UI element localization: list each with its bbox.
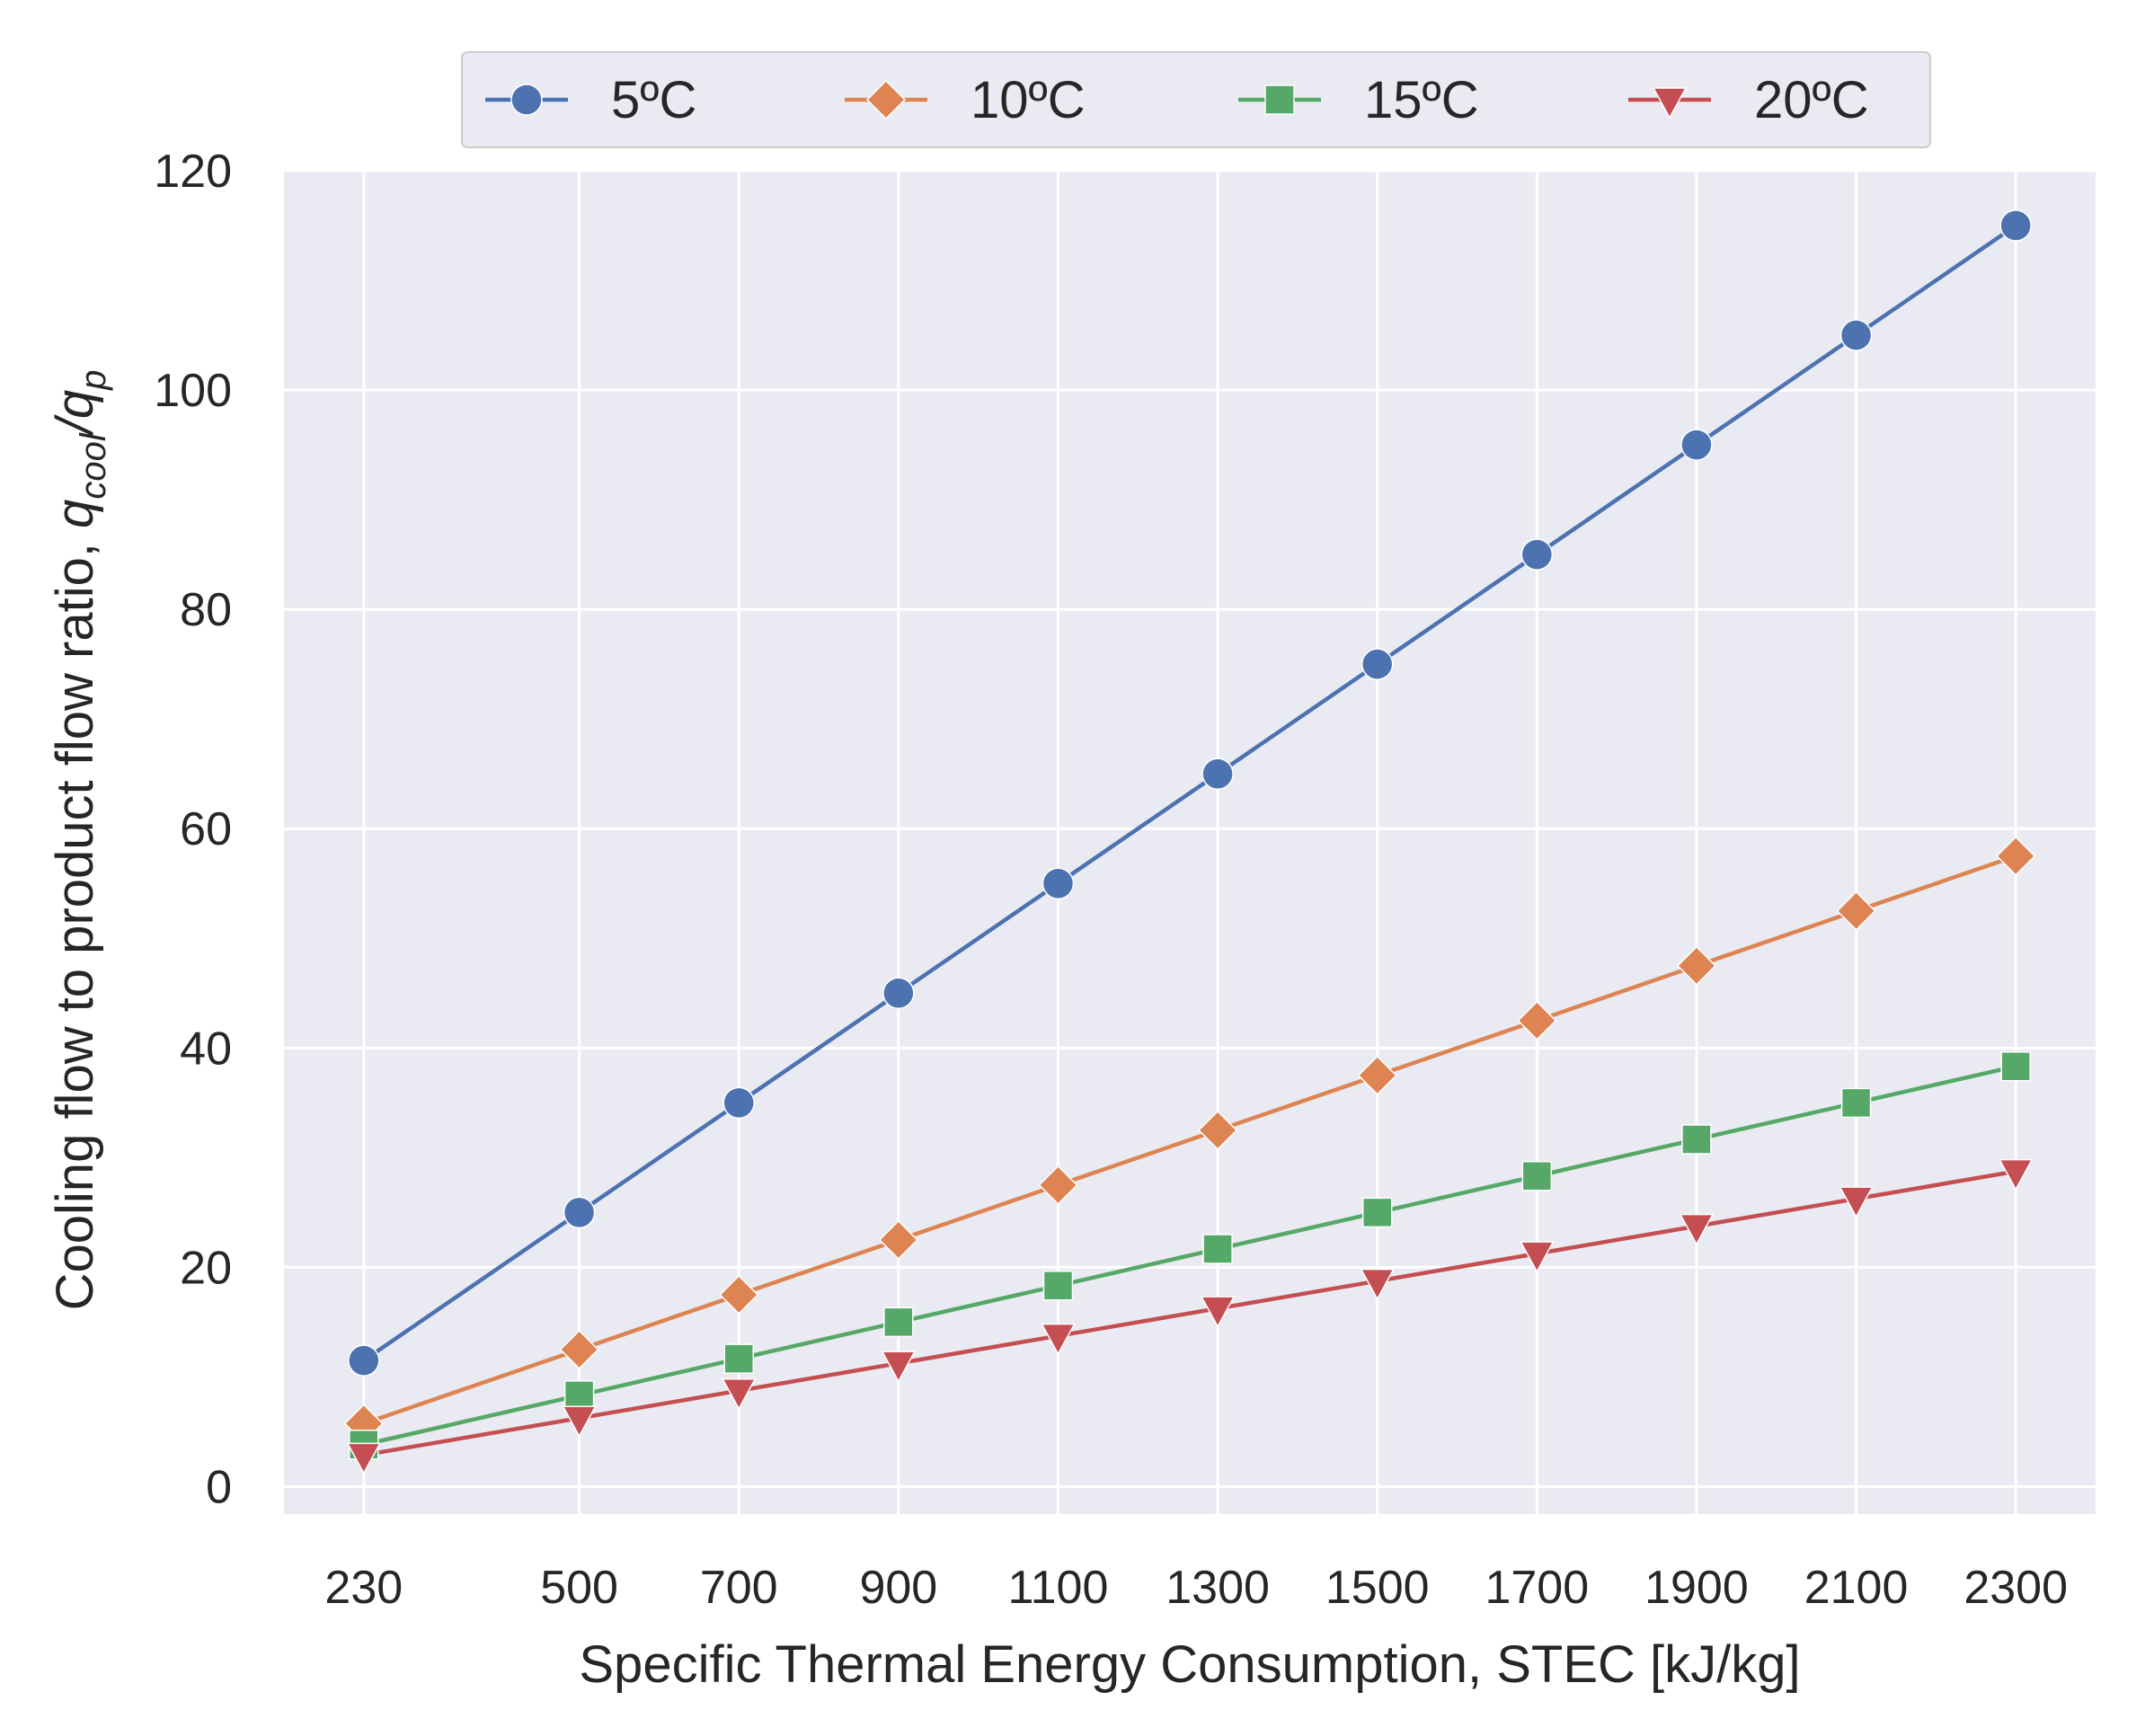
data-point-10c [1517,1000,1557,1041]
y-axis-label: Cooling flow to product flow ratio, qcoo… [46,370,113,1311]
data-point-10c [878,1219,918,1260]
data-point-10c [719,1274,759,1315]
data-point-15c [1361,1197,1393,1228]
legend-marker-20c [1652,87,1688,120]
x-tick-label: 230 [324,1562,403,1614]
data-point-5c [1999,209,2032,242]
y-tick-label: 40 [180,1023,232,1075]
data-point-20c [1679,1213,1715,1246]
x-tick-label: 1100 [1008,1562,1109,1614]
data-point-5c [1041,867,1075,900]
y-axis-label-sub-p: p [74,370,113,391]
x-tick-label: 1900 [1644,1562,1749,1614]
legend-box [461,51,1931,148]
y-tick-label: 80 [180,584,232,636]
x-tick-label: 900 [859,1562,937,1614]
data-point-10c [1198,1110,1238,1150]
x-tick-label: 1300 [1166,1562,1270,1614]
y-axis-label-q2: q [46,390,104,419]
y-tick-label: 0 [206,1461,232,1513]
data-point-15c [2000,1050,2031,1082]
legend-marker-15c [1264,84,1295,115]
data-point-20c [1360,1268,1395,1301]
data-point-20c [1200,1296,1236,1328]
series-markers [343,209,2036,1475]
y-tick-label: 120 [154,146,232,198]
legend-label-10c: 10ºC [971,71,1086,129]
x-axis-label: Specific Thermal Energy Consumption, STE… [579,1635,1800,1694]
data-point-5c [882,977,915,1010]
data-point-15c [563,1380,595,1411]
data-point-15c [723,1343,754,1374]
data-point-5c [1361,648,1394,680]
data-point-10c [1996,836,2036,876]
y-tick-label: 20 [180,1242,232,1294]
y-tick-label: 100 [154,365,232,417]
data-point-5c [1520,538,1554,571]
data-point-20c [1041,1323,1076,1356]
data-point-5c [1201,757,1234,790]
y-axis-label-q1: q [46,500,104,528]
legend-marker-5c [510,84,543,116]
data-point-20c [562,1405,597,1438]
data-point-10c [1676,945,1717,986]
x-tick-label: 1500 [1325,1562,1430,1614]
data-point-20c [721,1377,757,1411]
x-tick-labels: 230 500 700 900 1100 1300 1500 1700 1900 2100 2300 [324,1562,2068,1614]
plot-background [284,171,2096,1514]
data-point-5c [1680,429,1713,461]
data-point-10c [1836,890,1876,931]
legend-label-5c: 5ºC [611,71,696,129]
y-axis-label-sub-cool: cool [74,432,113,499]
data-point-5c [348,1344,380,1377]
x-tick-label: 700 [700,1562,778,1614]
data-point-15c [1521,1160,1553,1191]
data-point-10c [1038,1165,1078,1205]
data-point-5c [563,1196,596,1229]
legend: 5ºC 10ºC 15ºC 20ºC [461,51,1931,148]
data-point-5c [1839,319,1873,351]
data-point-20c [346,1442,382,1475]
y-tick-label: 60 [180,803,232,855]
data-point-20c [881,1351,917,1383]
legend-label-20c: 20ºC [1754,71,1869,129]
data-point-20c [1520,1241,1555,1273]
y-tick-labels: 0 20 40 60 80 100 120 [154,146,232,1513]
y-axis-label-text: Cooling flow to product flow ratio, [46,528,104,1310]
data-point-20c [1998,1158,2034,1191]
data-point-5c [722,1086,755,1120]
x-tick-label: 2100 [1804,1562,1909,1614]
legend-marker-10c [865,79,907,120]
data-point-15c [1840,1087,1872,1119]
x-tick-label: 2300 [1963,1562,2068,1614]
data-point-15c [1042,1271,1074,1301]
x-tick-label: 500 [540,1562,618,1614]
data-point-20c [1839,1186,1874,1218]
legend-label-15c: 15ºC [1364,71,1479,129]
data-point-10c [559,1329,599,1369]
data-point-10c [1357,1055,1397,1095]
data-point-15c [1681,1124,1712,1155]
x-tick-label: 1700 [1485,1562,1589,1614]
data-point-15c [883,1306,914,1338]
data-point-15c [1202,1234,1233,1264]
